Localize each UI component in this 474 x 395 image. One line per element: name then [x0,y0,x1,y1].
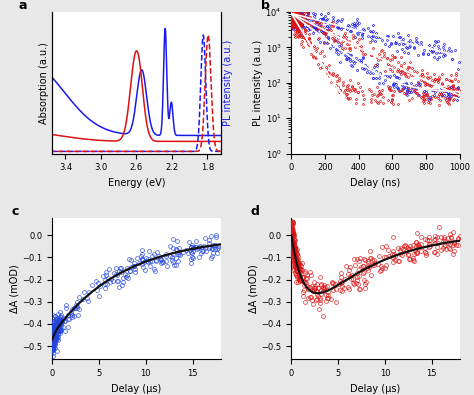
Text: d: d [251,205,260,218]
X-axis label: Delay (μs): Delay (μs) [350,384,401,394]
Text: c: c [12,205,19,218]
Text: b: b [261,0,270,12]
Text: a: a [18,0,27,12]
Y-axis label: ΔA (mOD): ΔA (mOD) [248,264,259,313]
Y-axis label: Absorption (a.u.): Absorption (a.u.) [39,42,49,124]
Y-axis label: PL intensity (a.u.): PL intensity (a.u.) [223,40,233,126]
Y-axis label: ΔA (mOD): ΔA (mOD) [9,264,19,313]
X-axis label: Delay (μs): Delay (μs) [111,384,162,394]
X-axis label: Delay (ns): Delay (ns) [350,178,401,188]
Y-axis label: PL intensity (a.u.): PL intensity (a.u.) [253,40,263,126]
X-axis label: Energy (eV): Energy (eV) [108,178,165,188]
